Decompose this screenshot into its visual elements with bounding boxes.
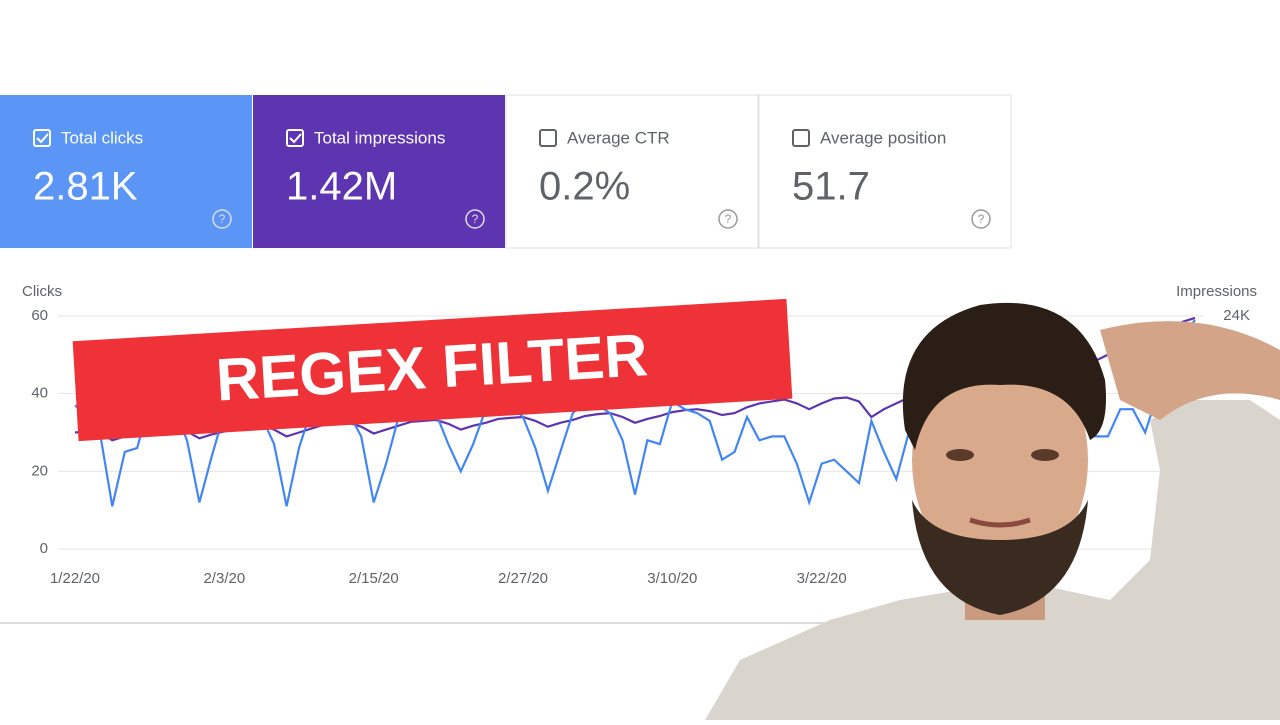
- checkbox: [792, 129, 810, 147]
- y-axis-title: Clicks: [22, 283, 62, 300]
- metric-card: Total clicks 2.81K?: [0, 95, 252, 248]
- x-tick-label: 1/22/20: [50, 570, 100, 587]
- checkbox: [33, 129, 51, 147]
- x-tick-label: 3/22/20: [797, 570, 847, 587]
- metric-card: Average position 51.7?: [758, 94, 1012, 249]
- card-bg: [0, 95, 252, 248]
- card-bg: [758, 94, 1012, 249]
- x-tick-label: 2/15/20: [349, 570, 399, 587]
- card-bg: [505, 94, 759, 249]
- card-value: 1.42M: [286, 165, 397, 209]
- y2-axis-title: Impressions: [1176, 283, 1257, 300]
- x-tick-label: 2/3/20: [203, 570, 245, 587]
- metric-card: Total impressions 1.42M?: [253, 95, 505, 248]
- checkmark: [36, 133, 49, 144]
- help-mark: ?: [472, 212, 479, 226]
- card-value: 0.2%: [539, 165, 630, 209]
- y-tick-label: 40: [31, 385, 48, 402]
- help-icon: [971, 209, 991, 229]
- metric-cards: Total clicks 2.81K? Total impressions 1.42M…: [0, 94, 1012, 249]
- checkmark: [289, 133, 302, 144]
- banner-bg: [72, 298, 793, 442]
- y-tick-label: 20: [31, 462, 48, 479]
- card-label: Average position: [820, 128, 946, 147]
- checkbox: [286, 129, 304, 147]
- person: [705, 302, 1280, 720]
- metric-card: Average CTR 0.2%?: [505, 94, 759, 249]
- x-tick-label: 3/10/20: [647, 570, 697, 587]
- y-tick-label: 60: [31, 307, 48, 324]
- help-icon: [465, 209, 485, 229]
- banner: REGEX FILTER: [72, 298, 793, 442]
- y2-tick-label: 24K: [1223, 307, 1250, 324]
- x-tick-label: 2/27/20: [498, 570, 548, 587]
- checkbox: [539, 129, 557, 147]
- card-value: 51.7: [792, 165, 870, 209]
- card-label: Total impressions: [314, 128, 445, 147]
- help-icon: [718, 209, 738, 229]
- help-mark: ?: [978, 212, 985, 226]
- card-label: Total clicks: [61, 128, 143, 147]
- card-value: 2.81K: [33, 165, 138, 209]
- y-tick-label: 0: [40, 540, 48, 557]
- help-mark: ?: [219, 212, 226, 226]
- help-icon: [212, 209, 232, 229]
- card-bg: [253, 95, 505, 248]
- card-label: Average CTR: [567, 128, 670, 147]
- help-mark: ?: [725, 212, 732, 226]
